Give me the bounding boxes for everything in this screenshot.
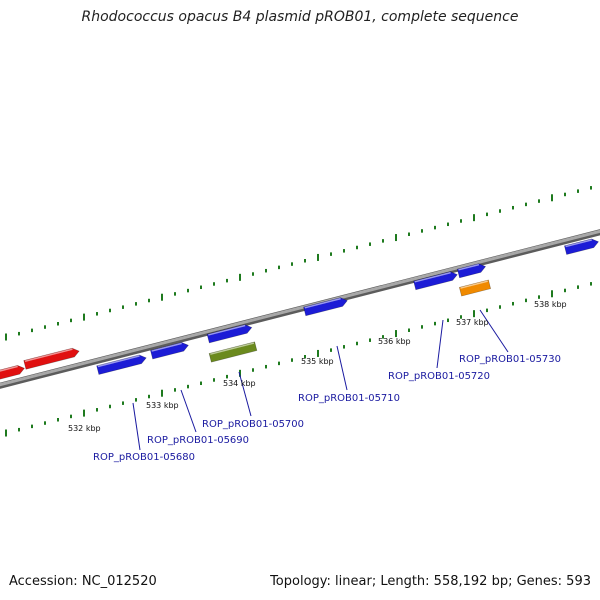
gene-blue-upper-highlight [208, 324, 246, 336]
gene-05730-highlight [460, 280, 488, 289]
gene-track [0, 238, 599, 383]
gene-05720 [413, 271, 458, 291]
gene-blue-small-highlight [458, 263, 480, 271]
tick-label-536: 536 kbp [378, 337, 411, 346]
gene-red-1-highlight [0, 365, 18, 375]
gene-blue-upper [206, 324, 253, 344]
gene-05710-highlight [304, 297, 341, 309]
upper-tick-track [5, 186, 592, 341]
gene-05730 [458, 279, 492, 297]
leader-05710 [336, 345, 348, 391]
gene-red-1 [0, 365, 25, 383]
tick-label-535: 535 kbp [301, 357, 334, 366]
leader-05720 [436, 319, 444, 369]
gene-05690-body [150, 342, 189, 360]
lower-tick-track [5, 282, 592, 437]
gene-05700-body [208, 341, 258, 363]
gene-blue-small [456, 263, 487, 279]
gene-05680 [96, 354, 147, 375]
tick-label-538: 538 kbp [534, 300, 567, 309]
gene-label-05690[interactable]: ROP_pROB01-05690 [147, 435, 249, 446]
gene-label-05730[interactable]: ROP_pROB01-05730 [459, 354, 561, 365]
gene-red-1-body [0, 365, 25, 383]
gene-05680-highlight [97, 355, 140, 368]
gene-label-05710[interactable]: ROP_pROB01-05710 [298, 393, 400, 404]
leader-05690 [180, 389, 197, 433]
sequence-backbone [0, 229, 600, 389]
gene-red-2-highlight [24, 348, 73, 363]
gene-red-2 [23, 347, 80, 370]
tick-label-533: 533 kbp [146, 401, 179, 410]
gene-05700-highlight [210, 342, 255, 355]
gene-05730-body [458, 279, 492, 297]
sequence-summary: Topology: linear; Length: 558,192 bp; Ge… [270, 574, 591, 589]
backbone-line [0, 229, 600, 387]
leader-05730 [479, 309, 509, 353]
gene-05680-body [96, 354, 147, 375]
gene-blue-edge-highlight [565, 239, 592, 248]
gene-label-05680[interactable]: ROP_pROB01-05680 [93, 452, 195, 463]
gene-label-leaders [132, 309, 509, 451]
leader-05700 [238, 371, 252, 417]
gene-red-2-body [23, 347, 80, 370]
tick-label-532: 532 kbp [68, 424, 101, 433]
gene-label-05720[interactable]: ROP_pROB01-05720 [388, 371, 490, 382]
gene-05700 [208, 341, 258, 363]
gene-label-05700[interactable]: ROP_pROB01-05700 [202, 419, 304, 430]
gene-labels: ROP_pROB01-05680 ROP_pROB01-05690 ROP_pR… [93, 354, 561, 463]
gene-05690 [150, 342, 189, 360]
gene-05710-body [303, 297, 348, 317]
leader-05680 [132, 402, 141, 451]
gene-blue-edge [564, 238, 599, 255]
tick-label-534: 534 kbp [223, 379, 256, 388]
gene-05690-highlight [151, 342, 182, 352]
tick-labels: 532 kbp 533 kbp 534 kbp 535 kbp 536 kbp … [68, 300, 567, 433]
gene-05710 [303, 297, 348, 317]
gene-05720-body [413, 271, 458, 291]
tick-label-537: 537 kbp [456, 318, 489, 327]
gene-blue-small-body [456, 263, 487, 279]
accession-text: Accession: NC_012520 [9, 574, 157, 589]
gene-blue-upper-body [206, 324, 253, 344]
gene-blue-edge-body [564, 238, 599, 255]
map-title: Rhodococcus opacus B4 plasmid pROB01, co… [81, 9, 519, 25]
gene-05720-highlight [414, 271, 451, 283]
